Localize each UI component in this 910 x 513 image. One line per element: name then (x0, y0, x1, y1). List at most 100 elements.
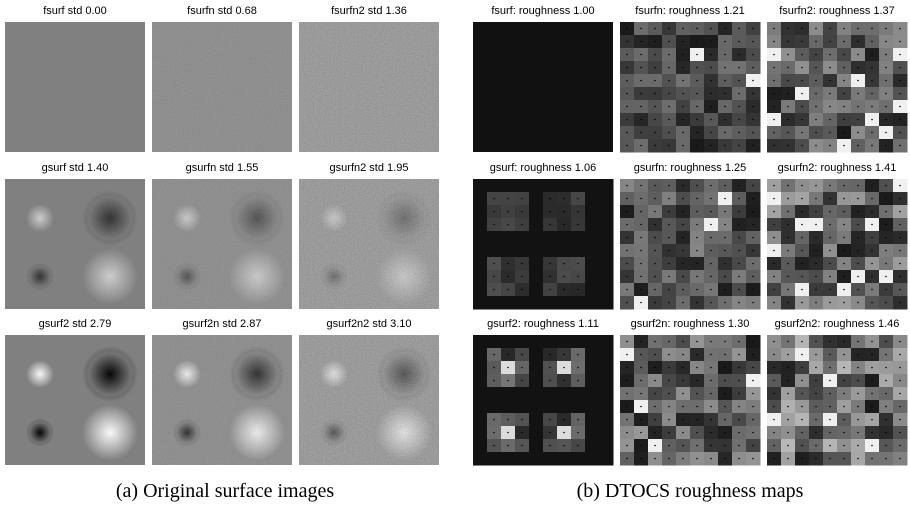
cell (529, 179, 544, 193)
cell (487, 452, 502, 466)
seed-dot (801, 119, 803, 121)
cell (473, 192, 488, 206)
seed-dot (493, 198, 495, 200)
seed-dot (654, 289, 656, 291)
seed-dot (752, 289, 754, 291)
cell (473, 426, 488, 440)
cell (515, 179, 530, 193)
seed-dot (752, 54, 754, 56)
seed-dot (738, 211, 740, 213)
seed-dot (885, 406, 887, 408)
cell (557, 387, 572, 401)
seed-dot (682, 145, 684, 147)
cell (599, 374, 614, 388)
seed-dot (801, 41, 803, 43)
cell (585, 452, 600, 466)
seed-dot (626, 224, 628, 226)
seed-dot (549, 432, 551, 434)
seed-dot (640, 54, 642, 56)
cell (529, 205, 544, 219)
seed-dot (626, 132, 628, 134)
cell (585, 283, 600, 297)
blob (26, 204, 54, 232)
image-title: gsurf: roughness 1.06 (490, 162, 596, 174)
seed-dot (773, 80, 775, 82)
seed-dot (829, 211, 831, 213)
cell (543, 244, 558, 258)
cell (543, 231, 558, 245)
seed-dot (871, 119, 873, 121)
seed-dot (654, 132, 656, 134)
cell (529, 400, 544, 414)
seed-dot (710, 132, 712, 134)
seed-dot (815, 289, 817, 291)
blob (82, 190, 138, 246)
seed-dot (843, 432, 845, 434)
seed-dot (871, 54, 873, 56)
seed-dot (696, 28, 698, 30)
seed-dot (724, 393, 726, 395)
seed-dot (654, 198, 656, 200)
seed-dot (738, 354, 740, 356)
seed-dot (738, 432, 740, 434)
cell (599, 296, 614, 310)
cell (585, 348, 600, 362)
seed-dot (738, 302, 740, 304)
seed-dot (787, 289, 789, 291)
seed-dot (710, 237, 712, 239)
seed-dot (668, 41, 670, 43)
cell (515, 452, 530, 466)
seed-dot (668, 432, 670, 434)
seed-dot (829, 145, 831, 147)
seed-dot (640, 119, 642, 121)
seed-dot (815, 119, 817, 121)
blob (26, 360, 54, 388)
seed-dot (815, 393, 817, 395)
image-title: gsurf2n: roughness 1.30 (631, 318, 750, 330)
cell (501, 296, 516, 310)
seed-dot (899, 224, 901, 226)
seed-dot (696, 54, 698, 56)
seed-dot (640, 302, 642, 304)
seed-dot (885, 302, 887, 304)
seed-dot (738, 419, 740, 421)
seed-dot (801, 132, 803, 134)
seed-dot (752, 132, 754, 134)
seed-dot (654, 224, 656, 226)
cell (487, 244, 502, 258)
seed-dot (626, 198, 628, 200)
seed-dot (563, 263, 565, 265)
seed-dot (801, 80, 803, 82)
seed-dot (752, 185, 754, 187)
seed-dot (843, 106, 845, 108)
seed-dot (710, 354, 712, 356)
seed-dot (829, 224, 831, 226)
seed-dot (815, 302, 817, 304)
cell (501, 387, 516, 401)
seed-dot (829, 54, 831, 56)
seed-dot (626, 367, 628, 369)
seed-dot (654, 211, 656, 213)
seed-dot (801, 276, 803, 278)
seed-dot (724, 354, 726, 356)
seed-dot (787, 458, 789, 460)
seed-dot (710, 198, 712, 200)
seed-dot (899, 341, 901, 343)
seed-dot (815, 341, 817, 343)
seed-dot (507, 432, 509, 434)
seed-dot (738, 263, 740, 265)
seed-dot (696, 106, 698, 108)
seed-dot (787, 302, 789, 304)
seed-dot (668, 198, 670, 200)
seed-dot (787, 93, 789, 95)
seed-dot (682, 106, 684, 108)
seed-dot (626, 80, 628, 82)
cell (585, 400, 600, 414)
blob (82, 405, 138, 461)
seed-dot (843, 302, 845, 304)
seed-dot (829, 367, 831, 369)
seed-dot (773, 419, 775, 421)
seed-dot (549, 367, 551, 369)
seed-dot (668, 67, 670, 69)
seed-dot (710, 250, 712, 252)
